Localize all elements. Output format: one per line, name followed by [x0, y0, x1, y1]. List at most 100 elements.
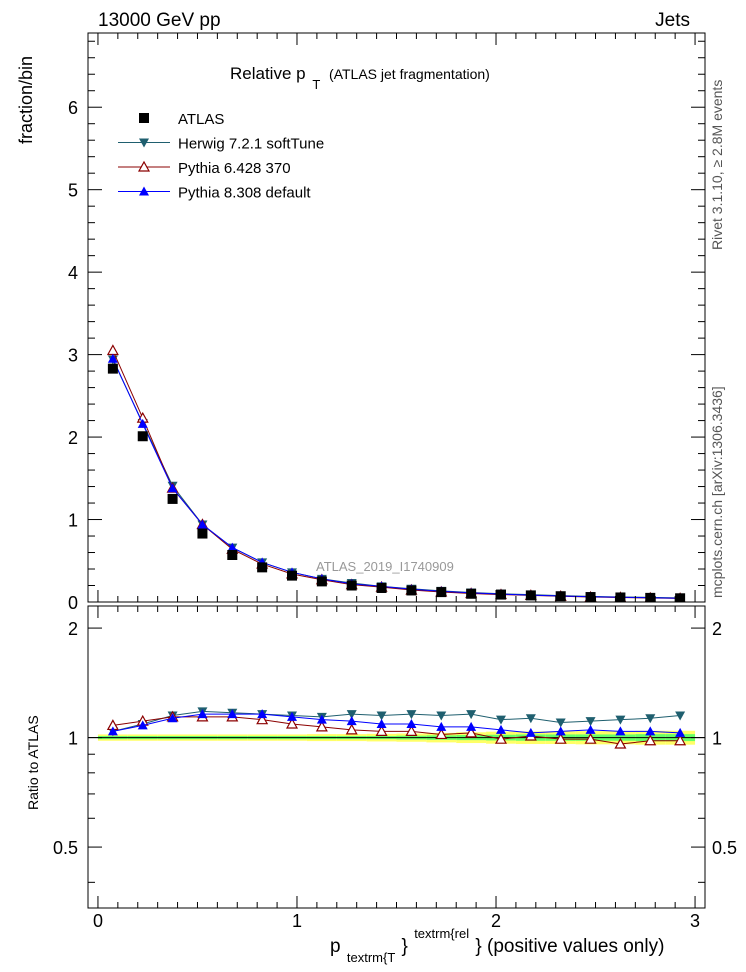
legend: ATLAS Herwig 7.2.1 softTune Pythia 6.428 3… [118, 111, 324, 202]
ratio-point-pythia-8-308-default [107, 726, 118, 736]
x-axis-label-brace: } [402, 936, 408, 957]
y-tick-label: 6 [68, 98, 78, 118]
ratio-point-pythia-6-428-370 [494, 732, 508, 744]
ratio-point-pythia-8-308-default [167, 713, 178, 723]
ratio-point-pythia-6-428-370 [614, 737, 627, 749]
ratio-line-pythia-6-428-370 [112, 716, 681, 745]
ratio-point-pythia-8-308-default [287, 711, 298, 721]
y-tick-label: 2 [68, 428, 78, 448]
data-point-atlas [645, 592, 656, 602]
legend-label: Herwig 7.2.1 softTune [178, 136, 324, 153]
data-point-atlas [107, 363, 118, 374]
ratio-point-pythia-6-428-370 [465, 726, 478, 738]
main-plot: 0 1 2 3 4 5 6 [68, 32, 706, 613]
ratio-point-herwig-7-2-1-softtune [346, 710, 357, 720]
data-point-atlas [316, 576, 327, 587]
ratio-point-herwig-7-2-1-softtune [645, 714, 656, 724]
ratio-point-pythia-8-308-default [645, 726, 656, 736]
data-point-pythia-6-428-370 [106, 344, 119, 356]
ratio-point-pythia-8-308-default [316, 714, 327, 724]
ratio-point-pythia-6-428-370 [435, 728, 448, 740]
data-point-pythia-8-308-default [167, 483, 178, 493]
plot-title: Relative p T (ATLAS jet fragmentation) [230, 64, 490, 93]
ratio-y-tick-label-right: 0.5 [712, 838, 737, 858]
ratio-point-pythia-8-308-default [257, 709, 268, 719]
ratio-point-pythia-8-308-default [525, 727, 536, 737]
ratio-y-axis-label: Ratio to ATLAS [25, 715, 41, 810]
legend-label: Pythia 6.428 370 [178, 160, 291, 177]
ratio-point-herwig-7-2-1-softtune [495, 715, 506, 725]
data-point-atlas [406, 585, 417, 596]
x-axis-label-superscript: textrm{rel [414, 926, 469, 941]
ratio-point-herwig-7-2-1-softtune [585, 717, 596, 727]
data-point-atlas [287, 570, 298, 581]
x-axis-label-subscript: textrm{T [347, 950, 395, 965]
x-tick-label: 3 [690, 911, 700, 931]
legend-marker [137, 160, 151, 172]
ratio-point-herwig-7-2-1-softtune [525, 714, 536, 724]
ratio-point-pythia-6-428-370 [285, 717, 299, 729]
ratio-point-pythia-6-428-370 [584, 732, 597, 744]
data-point-atlas [615, 592, 626, 602]
ratio-point-pythia-8-308-default [555, 726, 566, 736]
ratio-point-pythia-6-428-370 [674, 734, 687, 746]
ratio-y-tick-label-right: 2 [712, 619, 722, 639]
data-point-atlas [376, 582, 387, 593]
data-point-atlas [137, 431, 148, 442]
legend-marker [139, 186, 149, 196]
ratio-y-tick-label: 2 [68, 619, 78, 639]
header-process-label: Jets [655, 10, 690, 31]
data-point-atlas [555, 591, 566, 602]
analysis-id-label: ATLAS_2019_I1740909 [316, 559, 454, 574]
ratio-point-herwig-7-2-1-softtune [555, 718, 566, 728]
ratio-point-pythia-8-308-default [495, 724, 506, 734]
ratio-line-herwig-7-2-1-softtune [112, 710, 681, 732]
ratio-y-tick-label: 1 [68, 729, 78, 749]
header-energy-label: 13000 GeV pp [98, 10, 221, 31]
x-axis-label: p textrm{T } textrm{rel } (positive valu… [330, 922, 664, 967]
ratio-point-pythia-8-308-default [346, 716, 357, 726]
ratio-point-pythia-8-308-default [376, 718, 387, 728]
ratio-point-pythia-8-308-default [197, 709, 208, 719]
ratio-point-pythia-6-428-370 [256, 713, 269, 725]
data-point-atlas [197, 528, 208, 539]
legend-marker [139, 138, 149, 148]
data-point-pythia-8-308-default [107, 353, 118, 363]
data-point-atlas [436, 587, 447, 598]
data-point-atlas [466, 588, 477, 599]
x-tick-label: 2 [491, 911, 501, 931]
main-series-group [106, 344, 686, 602]
plot-title-rest: (ATLAS jet fragmentation) [329, 66, 490, 82]
plot-title-subscript: T [312, 77, 320, 92]
data-point-atlas [675, 593, 686, 602]
data-point-pythia-8-308-default [137, 418, 148, 428]
x-tick-label: 0 [93, 911, 103, 931]
ratio-point-herwig-7-2-1-softtune [675, 711, 686, 721]
data-point-atlas [227, 549, 238, 560]
ratio-point-herwig-7-2-1-softtune [376, 711, 387, 721]
ratio-line-pythia-8-308-default [112, 713, 681, 734]
legend-label: Pythia 8.308 default [178, 185, 311, 202]
ratio-point-pythia-8-308-default [675, 727, 686, 737]
x-tick-label: 1 [292, 911, 302, 931]
data-point-atlas [525, 590, 536, 601]
ratio-series-group [88, 707, 705, 749]
ratio-point-pythia-8-308-default [227, 709, 238, 719]
data-point-pythia-8-308-default [227, 542, 238, 552]
ratio-plot: 0 1 2 3 0.5 0.5 1 1 2 2 [53, 605, 737, 931]
plot-title-main: Relative p [230, 64, 306, 83]
data-point-pythia-8-308-default [197, 519, 208, 529]
ratio-point-pythia-8-308-default [137, 720, 148, 730]
ratio-point-herwig-7-2-1-softtune [436, 711, 447, 721]
ratio-point-pythia-8-308-default [466, 721, 477, 731]
ratio-point-pythia-6-428-370 [644, 734, 657, 746]
y-tick-label: 3 [68, 346, 78, 366]
legend-marker [139, 113, 149, 123]
data-point-atlas [585, 592, 596, 602]
y-tick-label: 1 [68, 511, 78, 531]
data-point-atlas [257, 562, 268, 573]
ratio-point-pythia-6-428-370 [405, 725, 418, 736]
ratio-point-pythia-8-308-default [585, 724, 596, 734]
ratio-point-pythia-8-308-default [436, 721, 447, 731]
